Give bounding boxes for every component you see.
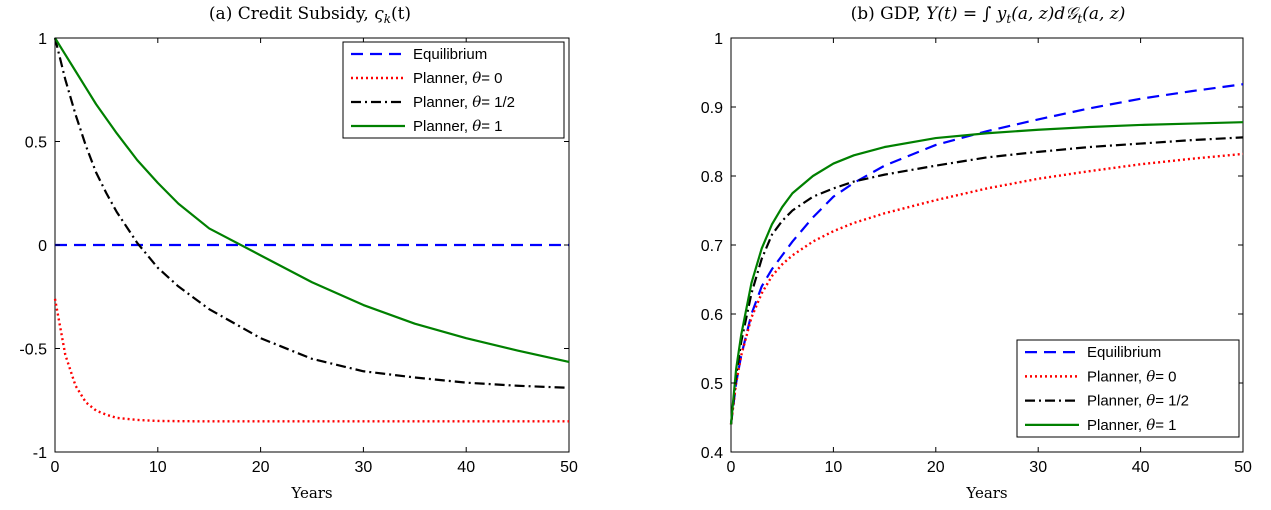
- panel-a-xlabel: Years: [290, 484, 332, 502]
- panel-a-plot-area: [53, 37, 570, 423]
- panel-a-ticks: 0 10 20 30 40 50 1 0.5 0 -0.5 -1: [19, 31, 578, 476]
- panel-b-gdp: (b) GDP, Y(t) = ∫ yt(a, z)d𝒢t(a, z) 0 10 2…: [701, 4, 1252, 502]
- panel-b-plot-area: [729, 83, 1244, 425]
- panel-a-xtick-label: 50: [560, 459, 578, 476]
- panel-a-series-line-3: [54, 37, 570, 364]
- panel-b-series-line-0: [729, 83, 1244, 425]
- panel-b-ytick-label: 1: [714, 31, 723, 48]
- panel-b-legend-label: Equilibrium: [1087, 344, 1161, 361]
- panel-a-legend-label: Planner, θ= 0: [413, 69, 503, 87]
- panel-b-series-line-3: [729, 121, 1244, 425]
- panel-b-title: (b) GDP, Y(t) = ∫ yt(a, z)d𝒢t(a, z): [851, 4, 1126, 26]
- panel-b-xtick-label: 0: [727, 459, 736, 476]
- panel-a-xtick-label: 10: [149, 459, 167, 476]
- panel-b-legend-label: Planner, θ= 1: [1087, 416, 1177, 434]
- panel-b-legend-label: Planner, θ= 0: [1087, 367, 1177, 385]
- panel-b-xtick-label: 30: [1029, 459, 1047, 476]
- panel-b-xlabel: Years: [965, 484, 1007, 502]
- panel-a-ytick-label: 1: [38, 31, 47, 48]
- panel-a-ytick-label: -0.5: [19, 342, 47, 359]
- panel-a-legend-label: Equilibrium: [413, 46, 487, 63]
- panel-a-legend-label: Planner, θ= 1/2: [413, 93, 515, 111]
- panel-a-credit-subsidy: (a) Credit Subsidy, ςk(t) 0 10 20 30 40 50 1 0.…: [19, 4, 578, 502]
- panel-a-ytick-label: 0.5: [25, 135, 47, 152]
- panel-b-xtick-label: 10: [825, 459, 843, 476]
- panel-a-title: (a) Credit Subsidy, ςk(t): [209, 4, 411, 26]
- panel-a-series-line-2: [53, 37, 570, 389]
- panel-a-legend-box: [342, 41, 565, 139]
- panel-b-ytick-label: 0.9: [701, 100, 723, 117]
- panel-b-legend: Equilibrium Planner, θ= 0 Planner, θ= 1/2 P…: [1016, 339, 1240, 438]
- panel-a-legend-label: Planner, θ= 1: [413, 117, 503, 135]
- panel-b-ytick-label: 0.7: [701, 238, 723, 255]
- panel-b-legend-label: Planner, θ= 1/2: [1087, 392, 1189, 410]
- panel-b-xtick-label: 20: [927, 459, 945, 476]
- panel-a-xtick-label: 20: [252, 459, 270, 476]
- panel-a-xtick-label: 30: [355, 459, 373, 476]
- panel-b-ytick-label: 0.5: [701, 376, 723, 393]
- panel-b-xtick-label: 40: [1132, 459, 1150, 476]
- panel-a-series-line-1: [53, 298, 569, 423]
- panel-b-ytick-label: 0.4: [701, 445, 723, 462]
- panel-a-ytick-label: 0: [38, 238, 47, 255]
- panel-a-xtick-label: 0: [51, 459, 60, 476]
- panel-a-xtick-label: 40: [457, 459, 475, 476]
- panel-a-ytick-label: -1: [33, 445, 47, 462]
- panel-b-series-line-1: [729, 152, 1244, 425]
- panel-b-xtick-label: 50: [1234, 459, 1252, 476]
- panel-b-legend-box: [1016, 339, 1240, 438]
- panel-a-legend: Equilibrium Planner, θ= 0 Planner, θ= 1/2 P…: [342, 41, 565, 139]
- panel-b-ytick-label: 0.8: [701, 169, 723, 186]
- panel-b-ticks: 0 10 20 30 40 50 1 0.9 0.8 0.7 0.6 0.5 0.4: [701, 31, 1252, 476]
- panel-b-ytick-label: 0.6: [701, 307, 723, 324]
